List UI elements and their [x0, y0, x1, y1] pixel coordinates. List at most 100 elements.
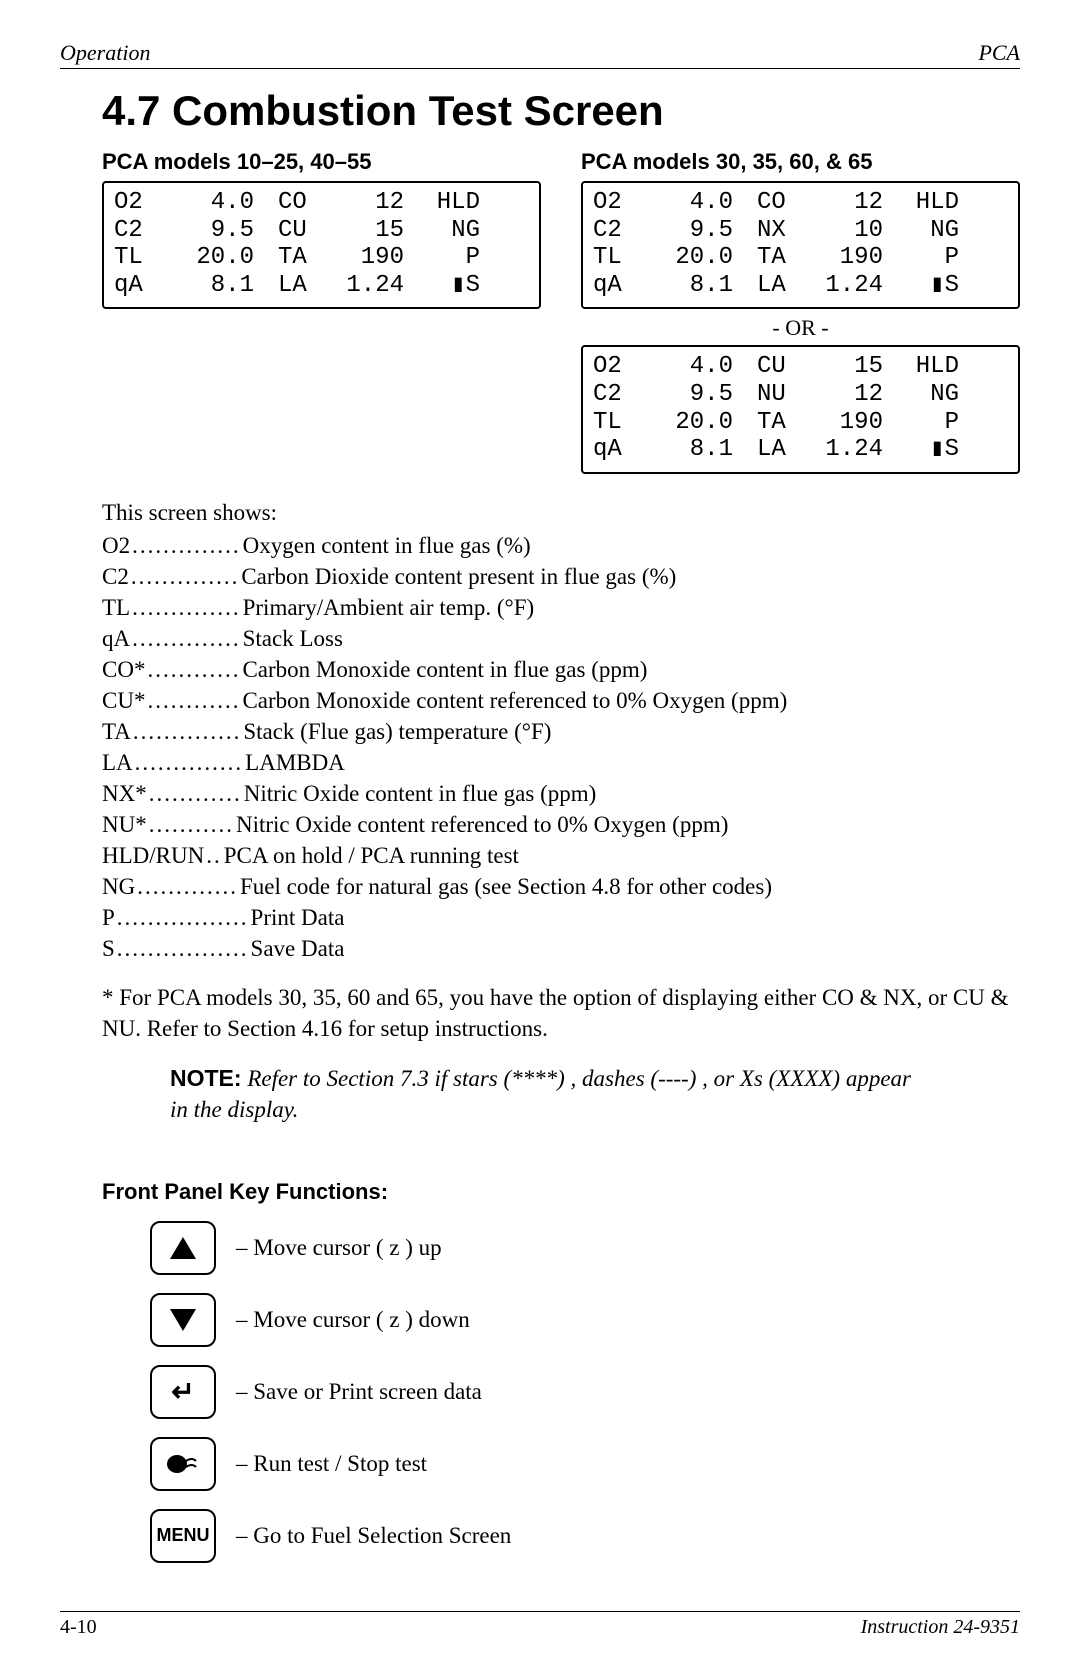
def-dots: ............ [145, 654, 242, 685]
definition-row: CO* ............ Carbon Monoxide content… [102, 654, 1020, 685]
key-desc: – Save or Print screen data [236, 1379, 482, 1405]
note-label: NOTE: [170, 1065, 242, 1091]
lcd-row: O24.0CO12HLD [114, 189, 529, 217]
left-subhead: PCA models 10–25, 40–55 [102, 149, 541, 175]
key-row: – Move cursor ( z ) up [150, 1221, 1020, 1275]
menu-label: MENU [157, 1525, 210, 1546]
def-term: P [102, 902, 115, 933]
def-term: NG [102, 871, 135, 902]
lcd-row: C29.5NX10NG [593, 217, 1008, 245]
footnote: * For PCA models 30, 35, 60 and 65, you … [102, 982, 1020, 1044]
def-desc: Save Data [251, 933, 1020, 964]
key-desc: – Run test / Stop test [236, 1451, 427, 1477]
def-term: HLD/RUN [102, 840, 204, 871]
definition-row: qA .............. Stack Loss [102, 623, 1020, 654]
right-column: PCA models 30, 35, 60, & 65 O24.0CO12HLD… [581, 149, 1020, 480]
note-body: Refer to Section 7.3 if stars (****) , d… [170, 1066, 911, 1122]
section-title: 4.7 Combustion Test Screen [102, 87, 1020, 135]
left-column: PCA models 10–25, 40–55 O24.0CO12HLDC29.… [102, 149, 541, 480]
note-block: NOTE: Refer to Section 7.3 if stars (***… [170, 1063, 930, 1125]
lcd-row: TL20.0TA190P [593, 244, 1008, 272]
def-dots: ................. [115, 902, 251, 933]
front-panel-heading: Front Panel Key Functions: [102, 1179, 1020, 1205]
right-subhead: PCA models 30, 35, 60, & 65 [581, 149, 1020, 175]
def-dots: .............. [130, 530, 243, 561]
lcd-row: O24.0CO12HLD [593, 189, 1008, 217]
or-label: - OR - [581, 315, 1020, 341]
def-term: LA [102, 747, 133, 778]
def-term: TL [102, 592, 130, 623]
lcd-left: O24.0CO12HLDC29.5CU15NGTL20.0TA190PqA8.1… [102, 181, 541, 309]
definition-row: NU* ........... Nitric Oxide content ref… [102, 809, 1020, 840]
def-desc: Nitric Oxide content in flue gas (ppm) [244, 778, 1020, 809]
def-desc: Nitric Oxide content referenced to 0% Ox… [236, 809, 1020, 840]
def-dots: ............ [147, 778, 244, 809]
def-term: CO* [102, 654, 145, 685]
key-desc: – Move cursor ( z ) up [236, 1235, 442, 1261]
intro-line: This screen shows: [102, 500, 1020, 526]
definition-row: O2 .............. Oxygen content in flue… [102, 530, 1020, 561]
key-desc: – Go to Fuel Selection Screen [236, 1523, 511, 1549]
arrow-up-icon [170, 1237, 196, 1259]
def-term: qA [102, 623, 130, 654]
keycap[interactable] [150, 1437, 216, 1491]
def-desc: Primary/Ambient air temp. (°F) [243, 592, 1020, 623]
lcd-row: qA8.1LA1.24▮S [114, 272, 529, 300]
key-row: MENU – Go to Fuel Selection Screen [150, 1509, 1020, 1563]
definition-row: P ................. Print Data [102, 902, 1020, 933]
definition-row: CU* ............ Carbon Monoxide content… [102, 685, 1020, 716]
key-functions-list: – Move cursor ( z ) up – Move cursor ( z … [150, 1221, 1020, 1563]
def-dots: .............. [130, 592, 243, 623]
header-bar: Operation PCA [60, 40, 1020, 69]
def-dots: ........... [147, 809, 236, 840]
def-dots: ............ [145, 685, 242, 716]
lcd-row: TL20.0TA190P [593, 409, 1008, 437]
def-dots: .. [204, 840, 224, 871]
key-row: – Run test / Stop test [150, 1437, 1020, 1491]
run-icon [166, 1453, 200, 1475]
header-left: Operation [60, 40, 150, 66]
footer-right: Instruction 24-9351 [861, 1616, 1020, 1639]
two-column-area: PCA models 10–25, 40–55 O24.0CO12HLDC29.… [102, 149, 1020, 480]
definition-row: NG ............. Fuel code for natural g… [102, 871, 1020, 902]
keycap[interactable] [150, 1293, 216, 1347]
def-term: S [102, 933, 115, 964]
def-term: NX* [102, 778, 147, 809]
def-desc: Stack Loss [243, 623, 1020, 654]
def-term: CU* [102, 685, 145, 716]
definition-row: LA .............. LAMBDA [102, 747, 1020, 778]
lcd-row: O24.0CU15HLD [593, 353, 1008, 381]
keycap[interactable]: ↵ [150, 1365, 216, 1419]
def-desc: Print Data [251, 902, 1020, 933]
definitions-list: O2 .............. Oxygen content in flue… [102, 530, 1020, 965]
def-term: C2 [102, 561, 129, 592]
enter-icon: ↵ [171, 1378, 194, 1406]
def-dots: .............. [130, 623, 243, 654]
definition-row: HLD/RUN .. PCA on hold / PCA running tes… [102, 840, 1020, 871]
def-dots: ............. [135, 871, 240, 902]
def-desc: Carbon Monoxide content in flue gas (ppm… [242, 654, 1020, 685]
def-desc: Carbon Dioxide content present in flue g… [241, 561, 1020, 592]
lcd-row: C29.5NU12NG [593, 381, 1008, 409]
footer-bar: 4-10 Instruction 24-9351 [60, 1611, 1020, 1639]
lcd-right-2: O24.0CU15HLDC29.5NU12NGTL20.0TA190PqA8.1… [581, 345, 1020, 473]
key-desc: – Move cursor ( z ) down [236, 1307, 470, 1333]
def-term: TA [102, 716, 131, 747]
key-row: – Move cursor ( z ) down [150, 1293, 1020, 1347]
keycap[interactable]: MENU [150, 1509, 216, 1563]
def-term: NU* [102, 809, 147, 840]
def-dots: .............. [133, 747, 246, 778]
footer-left: 4-10 [60, 1616, 97, 1639]
def-desc: PCA on hold / PCA running test [224, 840, 1020, 871]
def-dots: .............. [131, 716, 244, 747]
def-term: O2 [102, 530, 130, 561]
def-desc: Oxygen content in flue gas (%) [243, 530, 1020, 561]
definition-row: S ................. Save Data [102, 933, 1020, 964]
lcd-row: qA8.1LA1.24▮S [593, 436, 1008, 464]
lcd-row: qA8.1LA1.24▮S [593, 272, 1008, 300]
keycap[interactable] [150, 1221, 216, 1275]
def-desc: LAMBDA [245, 747, 1020, 778]
definition-row: TA .............. Stack (Flue gas) tempe… [102, 716, 1020, 747]
lcd-row: TL20.0TA190P [114, 244, 529, 272]
page: Operation PCA 4.7 Combustion Test Screen… [0, 0, 1080, 1669]
